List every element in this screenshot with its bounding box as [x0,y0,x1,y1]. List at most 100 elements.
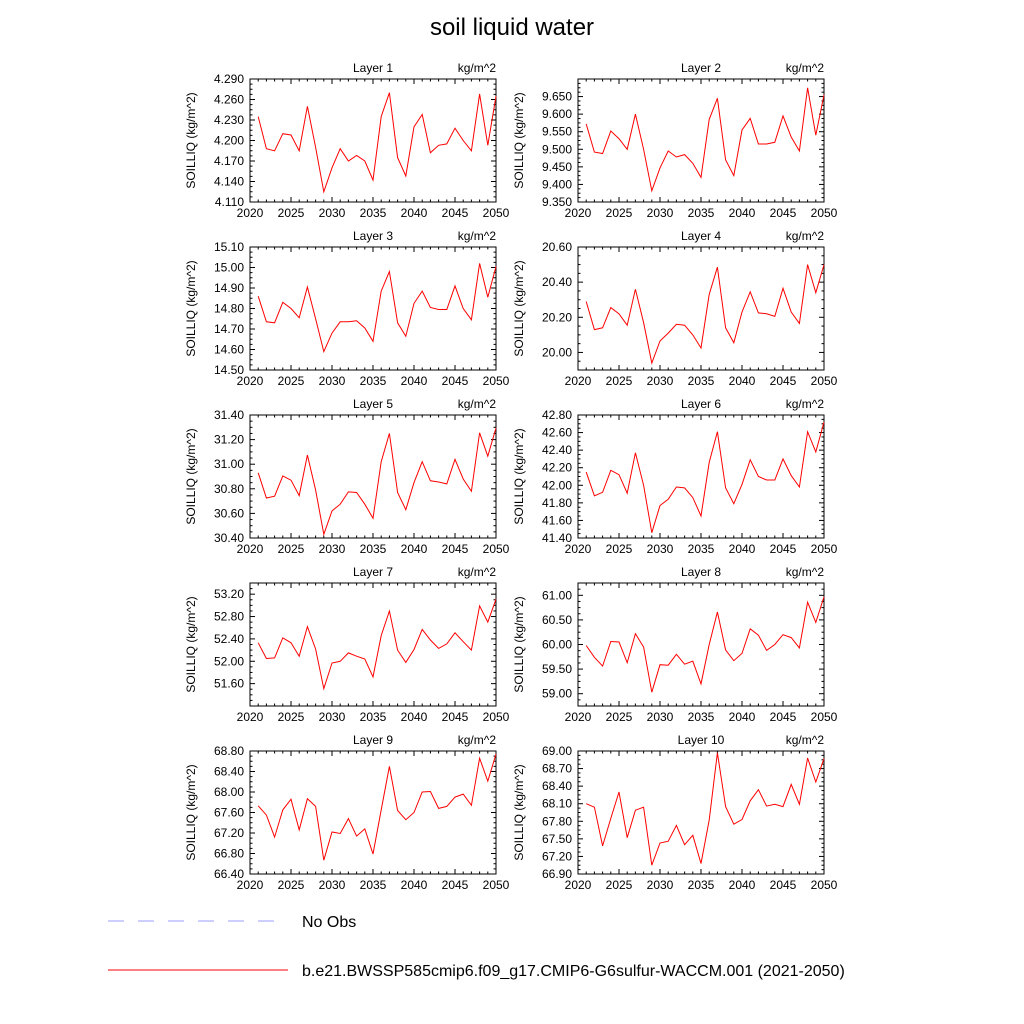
x-tick-label: 2035 [688,374,715,388]
y-axis-label: SOILLIQ (kg/m^2) [512,596,526,692]
x-tick-label: 2045 [770,710,797,724]
x-tick-label: 2035 [688,710,715,724]
y-tick-label: 67.60 [214,806,244,820]
panel-2: 2020 2025 2030 2035 2040 2045 2050 9.350 9.400 9.… [512,61,838,220]
series-line [585,421,825,533]
y-tick-label: 42.40 [542,443,572,457]
y-tick-label: 15.00 [214,261,244,275]
panel-title: Layer 6 [681,397,721,411]
y-tick-label: 66.80 [214,847,244,861]
x-tick-label: 2050 [483,542,510,556]
x-tick-label: 2030 [319,878,346,892]
x-tick-label: 2045 [770,542,797,556]
x-tick-label: 2030 [647,710,674,724]
y-tick-label: 20.40 [542,275,572,289]
x-tick-label: 2020 [237,710,264,724]
x-tick-label: 2040 [401,206,428,220]
y-tick-label: 53.20 [214,587,244,601]
series-line [585,264,825,365]
y-tick-label: 20.60 [542,240,572,254]
x-tick-label: 2035 [360,542,387,556]
x-tick-label: 2030 [647,878,674,892]
panel-4: 2020 2025 2030 2035 2040 2045 2050 20.00 20.20 20… [512,229,838,388]
y-tick-label: 60.50 [542,613,572,627]
y-tick-label: 67.20 [214,826,244,840]
series-line [257,599,497,691]
y-tick-label: 51.60 [214,677,244,691]
y-axis-label: SOILLIQ (kg/m^2) [184,596,198,692]
y-tick-label: 66.90 [542,867,572,881]
legend-label: No Obs [302,914,356,931]
y-tick-label: 68.40 [542,779,572,793]
x-tick-label: 2020 [565,206,592,220]
x-tick-label: 2050 [483,878,510,892]
plot-frame [249,750,497,875]
panel-3: 2020 2025 2030 2035 2040 2045 2050 14.50 14.60 14… [184,229,510,388]
x-tick-label: 2025 [278,206,305,220]
panel-8: 2020 2025 2030 2035 2040 2045 2050 59.00 59.50 60… [512,565,838,724]
series-line [257,753,497,861]
y-tick-label: 14.70 [214,322,244,336]
y-tick-label: 9.650 [542,90,572,104]
y-tick-label: 42.00 [542,478,572,492]
x-tick-label: 2035 [688,206,715,220]
y-axis-label: SOILLIQ (kg/m^2) [184,428,198,524]
y-tick-label: 68.00 [214,785,244,799]
x-tick-label: 2020 [237,374,264,388]
y-tick-label: 52.00 [214,654,244,668]
plot-frame [577,78,825,203]
x-tick-label: 2040 [729,542,756,556]
plot-frame [249,78,497,203]
x-tick-label: 2040 [729,878,756,892]
y-tick-label: 14.80 [214,302,244,316]
legend: No Obs b.e21.BWSSP585cmip6.f09_g17.CMIP6-… [108,914,845,980]
panel-units: kg/m^2 [786,61,825,75]
panel-title: Layer 8 [681,565,721,579]
y-axis-label: SOILLIQ (kg/m^2) [512,92,526,188]
plot-frame [577,750,825,875]
panel-10: 2020 2025 2030 2035 2040 2045 2050 66.90 67.20 67… [512,733,838,892]
x-tick-label: 2025 [278,878,305,892]
panel-units: kg/m^2 [786,733,825,747]
panel-6: 2020 2025 2030 2035 2040 2045 2050 41.40 41.60 41… [512,397,838,556]
panel-title: Layer 4 [681,229,721,243]
y-tick-label: 68.80 [214,744,244,758]
y-tick-label: 9.400 [542,177,572,191]
y-tick-label: 59.00 [542,687,572,701]
y-tick-label: 30.60 [214,506,244,520]
x-tick-label: 2025 [606,374,633,388]
x-tick-label: 2045 [770,878,797,892]
y-tick-label: 9.600 [542,107,572,121]
x-tick-label: 2030 [647,374,674,388]
panel-title: Layer 1 [353,61,393,75]
panel-title: Layer 7 [353,565,393,579]
y-tick-label: 52.80 [214,610,244,624]
y-tick-label: 14.50 [214,363,244,377]
x-tick-label: 2045 [442,206,469,220]
x-tick-label: 2040 [729,374,756,388]
y-axis-label: SOILLIQ (kg/m^2) [512,764,526,860]
y-tick-label: 68.70 [542,762,572,776]
x-tick-label: 2035 [688,878,715,892]
y-tick-label: 4.140 [214,175,244,189]
x-tick-label: 2020 [565,710,592,724]
panel-units: kg/m^2 [786,229,825,243]
panel-units: kg/m^2 [458,229,497,243]
y-tick-label: 69.00 [542,744,572,758]
y-tick-label: 4.230 [214,113,244,127]
panel-title: Layer 2 [681,61,721,75]
panel-1: 2020 2025 2030 2035 2040 2045 2050 4.110 4.140 4.… [184,61,510,220]
y-tick-label: 4.110 [215,195,244,209]
series-line [585,87,825,193]
x-tick-label: 2045 [770,374,797,388]
x-tick-label: 2050 [811,374,838,388]
y-tick-label: 4.170 [214,154,244,168]
x-tick-label: 2020 [237,542,264,556]
y-tick-label: 42.20 [542,461,572,475]
x-tick-label: 2030 [319,374,346,388]
y-tick-label: 67.50 [542,832,572,846]
panel-5: 2020 2025 2030 2035 2040 2045 2050 30.40 30.60 30… [184,397,510,556]
x-tick-label: 2035 [360,878,387,892]
panel-units: kg/m^2 [786,565,825,579]
